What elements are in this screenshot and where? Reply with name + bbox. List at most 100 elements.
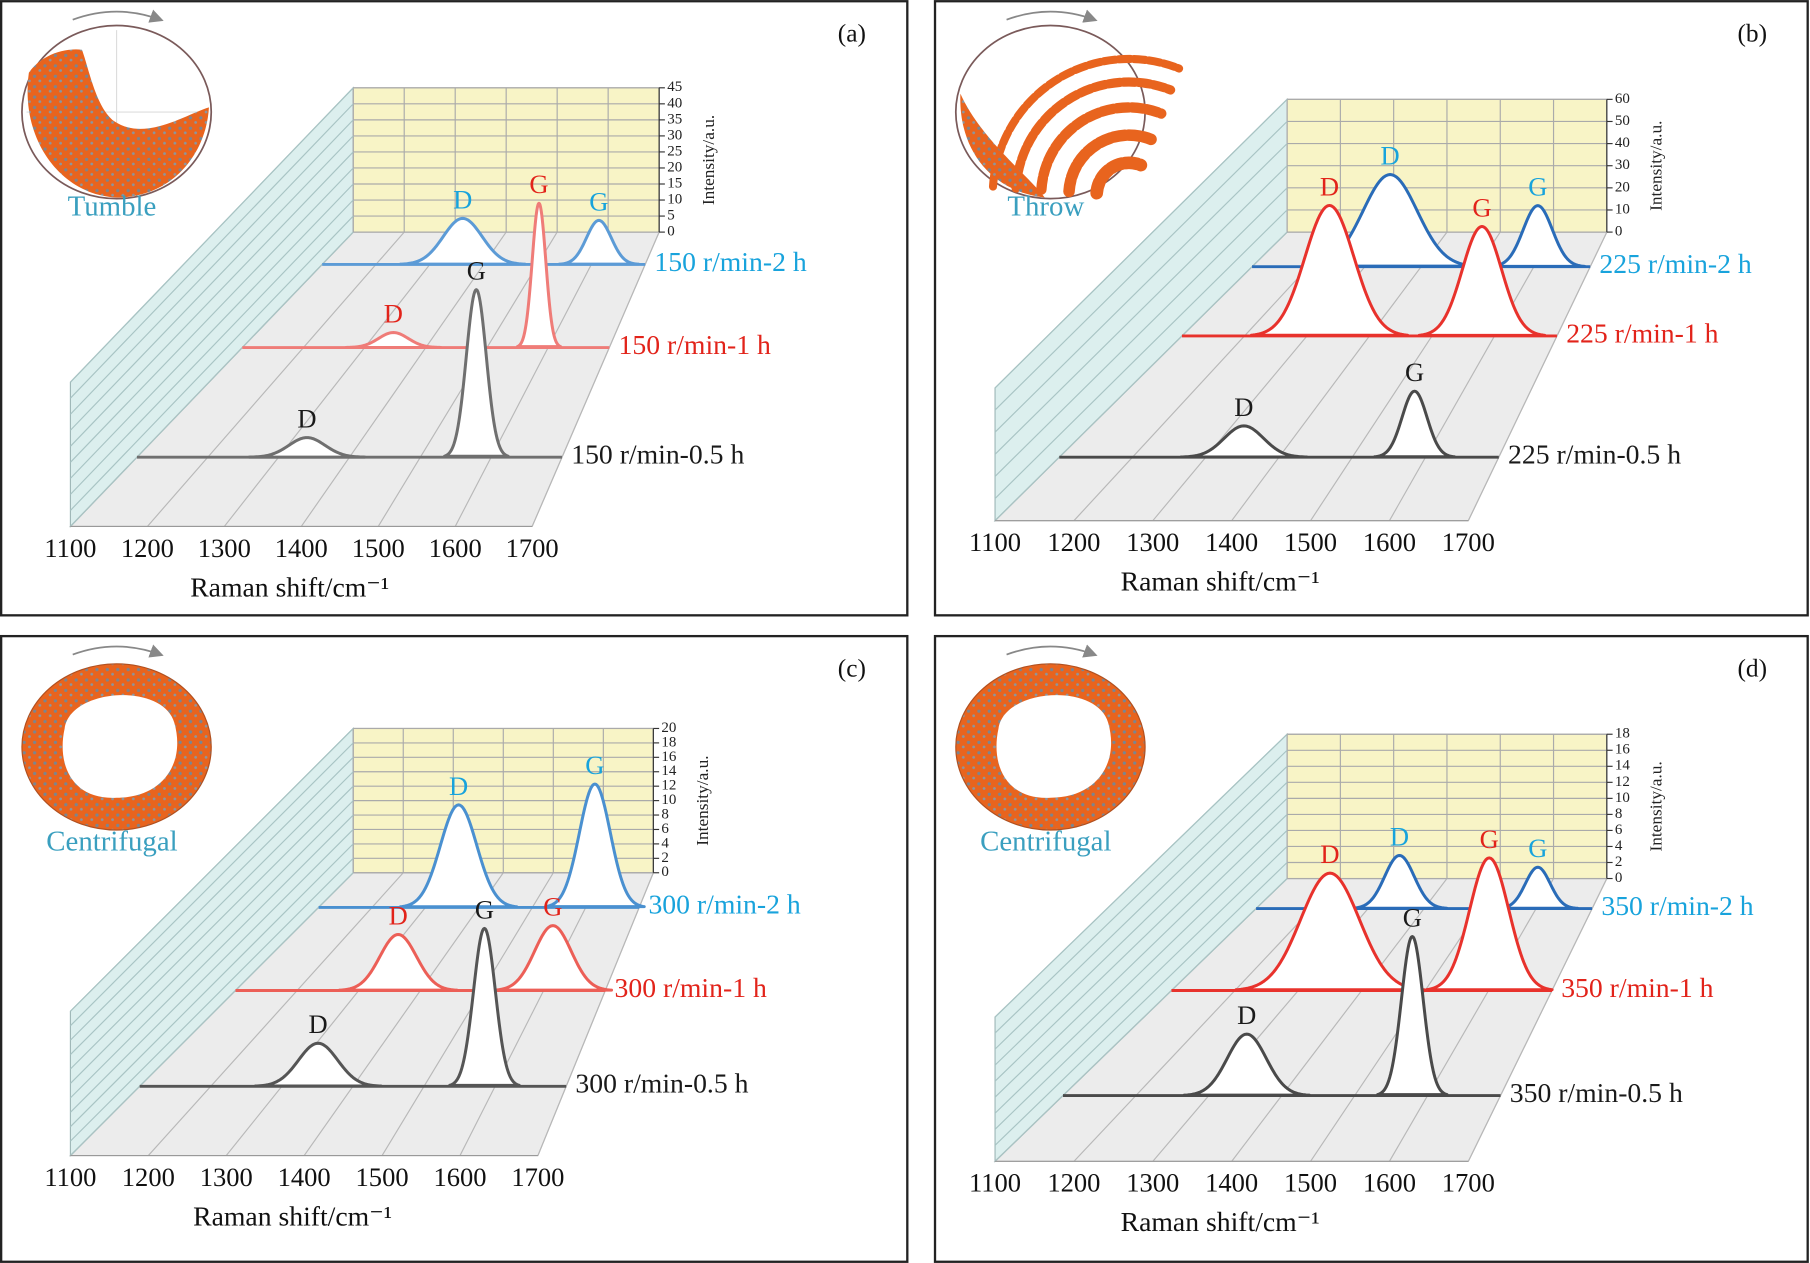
x-axis-label: Raman shift/cm⁻¹ — [193, 1200, 392, 1231]
wall-grid-line — [69, 87, 354, 383]
particle-arc — [1036, 102, 1167, 195]
wall-grid-line — [69, 199, 354, 495]
legend-entry: 350 r/min-2 h — [1601, 890, 1753, 921]
legend-entry: 300 r/min-2 h — [648, 889, 800, 920]
peak-label: G — [543, 892, 562, 922]
wall-grid-line — [70, 843, 354, 1128]
peak — [1249, 203, 1410, 337]
x-tick-label: 1200 — [122, 1162, 175, 1192]
wall-grid-line — [994, 878, 1288, 1162]
wall-grid-line — [994, 209, 1288, 499]
peak-label: D — [1320, 171, 1339, 201]
wall-grid-line — [69, 151, 354, 447]
y-tick-label: 6 — [1615, 822, 1623, 838]
y-tick-label: 0 — [1615, 870, 1623, 886]
x-tick-label: 1500 — [1284, 527, 1337, 557]
y-tick-label: 10 — [661, 792, 676, 808]
wall-grid-line — [994, 797, 1288, 1082]
x-tick-label: 1400 — [1205, 527, 1258, 557]
panel: 1100 1200 1300 1400 1500 1600 1700 051015202530… — [0, 0, 909, 617]
panel: 1100 1200 1300 1400 1500 1600 1700024681012141… — [933, 634, 1809, 1263]
x-tick-label: 1300 — [200, 1162, 253, 1192]
wall-grid-line — [70, 728, 354, 1012]
peak — [557, 218, 640, 266]
y-tick-label: 25 — [667, 143, 682, 159]
peak-label: D — [389, 900, 408, 930]
y-tick-label: 2 — [661, 850, 669, 866]
y-tick-label: 20 — [661, 720, 676, 736]
y-axis-label: Intensity/a.u. — [699, 115, 718, 205]
peak-label: D — [1237, 1000, 1256, 1030]
x-tick-label: 1700 — [1442, 527, 1495, 557]
floor-grid-line — [303, 872, 504, 1156]
peak-label: D — [449, 771, 468, 801]
x-tick-label: 1700 — [511, 1162, 564, 1192]
peak — [1417, 224, 1547, 337]
legend-entry: 225 r/min-1 h — [1566, 317, 1718, 348]
mode-label: Throw — [1007, 191, 1084, 223]
peak — [399, 803, 519, 909]
mode-label: Centrifugal — [980, 826, 1111, 858]
wall-grid-line — [994, 862, 1288, 1146]
wall-grid-line — [994, 846, 1288, 1130]
x-tick-label: 1600 — [429, 533, 482, 563]
peak-label: G — [585, 750, 604, 780]
x-tick-label: 1400 — [1205, 1168, 1258, 1198]
peak-label: G — [1405, 357, 1424, 387]
y-tick-label: 35 — [667, 111, 682, 127]
floor-grid-line — [454, 231, 609, 527]
wall-grid-line — [70, 872, 354, 1156]
x-axis-label: Raman shift/cm⁻¹ — [1121, 566, 1320, 597]
wall-grid-line — [70, 814, 354, 1099]
peak — [247, 436, 367, 459]
peak — [448, 926, 521, 1087]
y-axis-label: Intensity/a.u. — [1647, 761, 1666, 851]
wall-grid-line — [69, 119, 354, 415]
mode-label: Tumble — [68, 191, 157, 223]
wall-grid-line — [70, 742, 354, 1027]
x-tick-label: 1300 — [1126, 527, 1179, 557]
floor-grid-line — [1467, 878, 1608, 1162]
peak-label: G — [589, 186, 608, 216]
y-tick-label: 6 — [661, 821, 669, 837]
drum-cavity — [996, 695, 1112, 798]
y-tick-label: 4 — [1615, 838, 1623, 854]
y-tick-label: 14 — [661, 763, 677, 779]
wall-grid-line — [994, 749, 1288, 1034]
floor-grid-line — [1073, 878, 1341, 1162]
peak — [492, 924, 614, 992]
legend-entry: 150 r/min-2 h — [654, 246, 806, 277]
wall-grid-line — [70, 785, 354, 1070]
wall-grid-line — [994, 121, 1288, 411]
rotation-arrow — [72, 644, 164, 658]
particle-bed — [960, 93, 1045, 198]
peak — [1373, 389, 1456, 459]
y-tick-label: 15 — [667, 175, 682, 191]
y-axis-label: Intensity/a.u. — [693, 755, 712, 845]
peak — [1424, 856, 1554, 992]
peak-label: G — [475, 894, 494, 924]
peak-label: G — [1528, 172, 1547, 202]
wall-grid-line — [994, 98, 1288, 389]
rotation-arrow — [1006, 9, 1098, 23]
y-tick-label: 30 — [1615, 157, 1630, 173]
y-tick-label: 50 — [1615, 113, 1630, 129]
legend-entry: 300 r/min-1 h — [615, 972, 767, 1003]
rotation-arrow — [72, 9, 164, 23]
peak — [344, 331, 443, 349]
peak-label: D — [1320, 839, 1339, 869]
peak-label: G — [1528, 833, 1547, 863]
wall-grid-line — [994, 187, 1288, 477]
y-tick-label: 45 — [667, 79, 682, 95]
floor-grid-line — [1388, 231, 1555, 521]
peak — [398, 216, 527, 266]
particle-arc — [1011, 77, 1176, 193]
peak — [543, 782, 646, 909]
peak-label: G — [1480, 824, 1499, 854]
peak — [338, 932, 459, 992]
wall-grid-line — [70, 771, 354, 1055]
y-tick-label: 30 — [667, 127, 682, 143]
x-axis-label: Raman shift/cm⁻¹ — [190, 571, 389, 602]
y-tick-label: 10 — [1615, 790, 1630, 806]
